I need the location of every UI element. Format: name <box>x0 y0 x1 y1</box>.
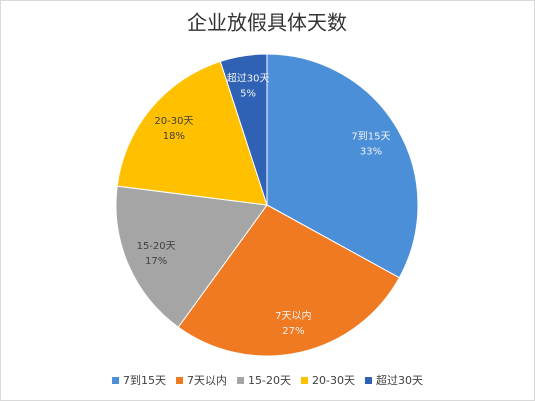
legend-label: 超过30天 <box>376 373 423 387</box>
data-label-value: 18% <box>163 131 185 142</box>
legend-label: 7天以内 <box>187 373 227 387</box>
data-label-name: 7天以内 <box>275 309 311 322</box>
data-label-value: 33% <box>360 147 382 158</box>
legend-swatch <box>112 377 120 384</box>
pie-slice <box>115 185 268 328</box>
data-label-value: 27% <box>282 326 304 337</box>
legend-label: 7到15天 <box>123 374 166 387</box>
data-label-name: 15-20天 <box>137 241 176 252</box>
legend-swatch <box>364 377 372 384</box>
legend-swatch <box>237 377 245 384</box>
legend-swatch <box>301 377 308 384</box>
data-label-value: 17% <box>145 256 167 267</box>
data-label-value: 5% <box>240 89 256 100</box>
pie-slice <box>219 53 268 206</box>
data-label-name: 7到15天 <box>351 131 390 143</box>
pie-slice <box>266 53 419 279</box>
data-label-name: 超过30天 <box>227 72 270 85</box>
data-label-name: 20-30天 <box>154 116 193 127</box>
pie-slice <box>177 204 401 357</box>
legend-label: 15-20天 <box>248 374 291 387</box>
legend-label: 20-30天 <box>312 374 355 387</box>
chart-title: 企业放假具体天数 <box>187 11 347 35</box>
pie-slice <box>116 60 268 206</box>
legend-swatch <box>176 377 184 384</box>
